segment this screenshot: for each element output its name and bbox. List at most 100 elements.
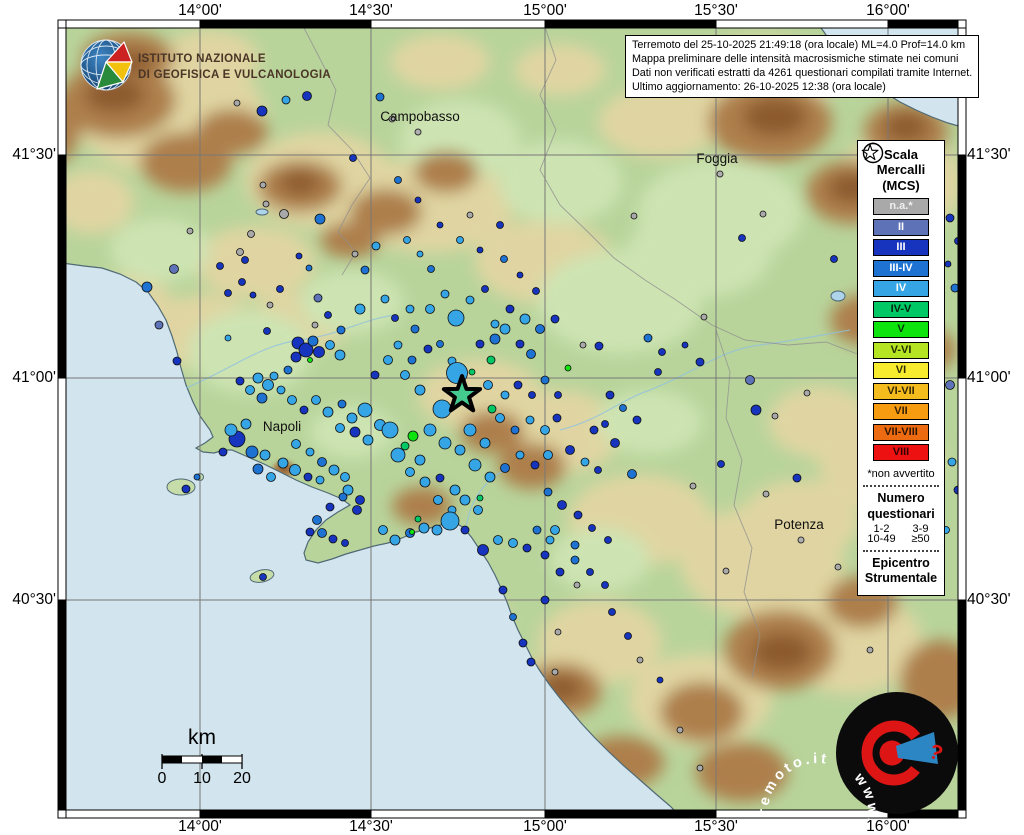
intensity-dot xyxy=(380,294,390,304)
intensity-dot xyxy=(388,115,396,123)
intensity-dot xyxy=(945,213,955,223)
intensity-dot xyxy=(266,301,274,309)
intensity-dot xyxy=(573,510,583,520)
intensity-dot xyxy=(245,385,255,395)
intensity-dot xyxy=(216,262,224,270)
intensity-dot xyxy=(570,540,580,550)
intensity-dot xyxy=(276,385,286,395)
intensity-dot xyxy=(608,608,616,616)
intensity-dot xyxy=(383,355,393,365)
intensity-dot xyxy=(238,278,246,286)
admin-borders xyxy=(301,24,941,679)
intensity-dot xyxy=(586,568,594,576)
intensity-dot xyxy=(792,473,802,483)
intensity-dot xyxy=(526,349,536,359)
ingv-logo: ISTITUTO NAZIONALE DI GEOFISICA E VULCAN… xyxy=(80,39,331,91)
lake-matese xyxy=(255,208,269,216)
intensity-dot xyxy=(315,475,325,485)
intensity-dot xyxy=(500,463,510,473)
intensity-dot xyxy=(342,484,354,496)
intensity-dot xyxy=(499,323,511,335)
megaphone-icon xyxy=(896,732,938,764)
city-marker xyxy=(414,128,422,136)
intensity-dot xyxy=(433,495,443,505)
graticule xyxy=(62,24,962,814)
intensity-dot xyxy=(259,449,271,461)
intensity-dot xyxy=(570,555,580,565)
intensity-dot xyxy=(605,390,615,400)
intensity-dot xyxy=(410,324,420,334)
intensity-dot xyxy=(489,333,501,345)
intensity-dot xyxy=(259,181,267,189)
intensity-dot xyxy=(830,255,838,263)
intensity-dot xyxy=(695,357,705,367)
intensity-dot xyxy=(518,638,528,648)
intensity-dot xyxy=(236,248,244,256)
intensity-dot xyxy=(281,95,291,105)
intensity-dot xyxy=(313,346,325,358)
intensity-dot xyxy=(493,535,503,545)
intensity-dot xyxy=(432,399,452,419)
intensity-dot xyxy=(588,524,596,532)
intensity-dot xyxy=(419,476,431,488)
intensity-dot xyxy=(771,412,779,420)
intensity-dot xyxy=(465,295,475,305)
intensity-dot xyxy=(636,656,644,664)
intensity-dot xyxy=(252,463,264,475)
intensity-dot xyxy=(186,227,194,235)
intensity-dot xyxy=(287,395,297,405)
intensity-dot xyxy=(540,550,550,560)
intensity-dot xyxy=(414,196,422,204)
intensity-dot xyxy=(519,313,531,325)
intensity-dot xyxy=(423,344,433,354)
intensity-dot xyxy=(245,445,259,459)
intensity-dot xyxy=(302,91,312,101)
intensity-dot xyxy=(476,246,484,254)
intensity-dot xyxy=(337,399,347,409)
intensity-dot xyxy=(750,404,762,416)
intensity-dot xyxy=(528,391,536,399)
intensity-dot xyxy=(328,464,340,476)
intensity-dot xyxy=(496,221,504,229)
intensity-dot xyxy=(416,250,424,258)
intensity-dot xyxy=(393,340,403,350)
intensity-dot xyxy=(378,525,388,535)
intensity-dot xyxy=(540,425,550,435)
intensity-dot xyxy=(414,384,426,396)
intensity-dot xyxy=(241,256,249,264)
intensity-dot xyxy=(390,447,406,463)
intensity-dot xyxy=(346,412,358,424)
intensity-dot xyxy=(435,473,445,483)
intensity-dot xyxy=(357,402,373,418)
intensity-dot xyxy=(550,314,560,324)
intensity-dot xyxy=(717,460,725,468)
intensity-dot xyxy=(438,436,452,450)
intensity-dot xyxy=(391,314,399,322)
intensity-dot xyxy=(479,437,491,449)
intensity-dot xyxy=(324,311,332,319)
intensity-dot xyxy=(449,484,461,496)
intensity-dot xyxy=(362,434,374,446)
intensity-dot xyxy=(311,395,321,405)
intensity-dot xyxy=(689,482,697,490)
lake xyxy=(830,290,846,302)
intensity-dot xyxy=(291,439,301,449)
intensity-dot xyxy=(370,370,380,380)
tyrrhenian-coastline xyxy=(62,262,679,814)
intensity-dot xyxy=(262,200,270,208)
intensity-dot xyxy=(490,319,500,329)
intensity-dot xyxy=(944,260,952,268)
intensity-dot xyxy=(543,487,553,497)
intensity-dot xyxy=(303,472,313,482)
intensity-dot xyxy=(349,154,357,162)
intensity-dot xyxy=(543,450,553,460)
intensity-dot xyxy=(619,404,627,412)
intensity-dot xyxy=(468,458,482,472)
map-terrain xyxy=(62,24,962,814)
intensity-dot xyxy=(473,505,483,515)
intensity-dot xyxy=(834,563,842,571)
intensity-dot xyxy=(440,289,450,299)
intensity-dot xyxy=(414,515,422,523)
intensity-dot xyxy=(535,324,545,334)
intensity-dot xyxy=(610,438,620,448)
